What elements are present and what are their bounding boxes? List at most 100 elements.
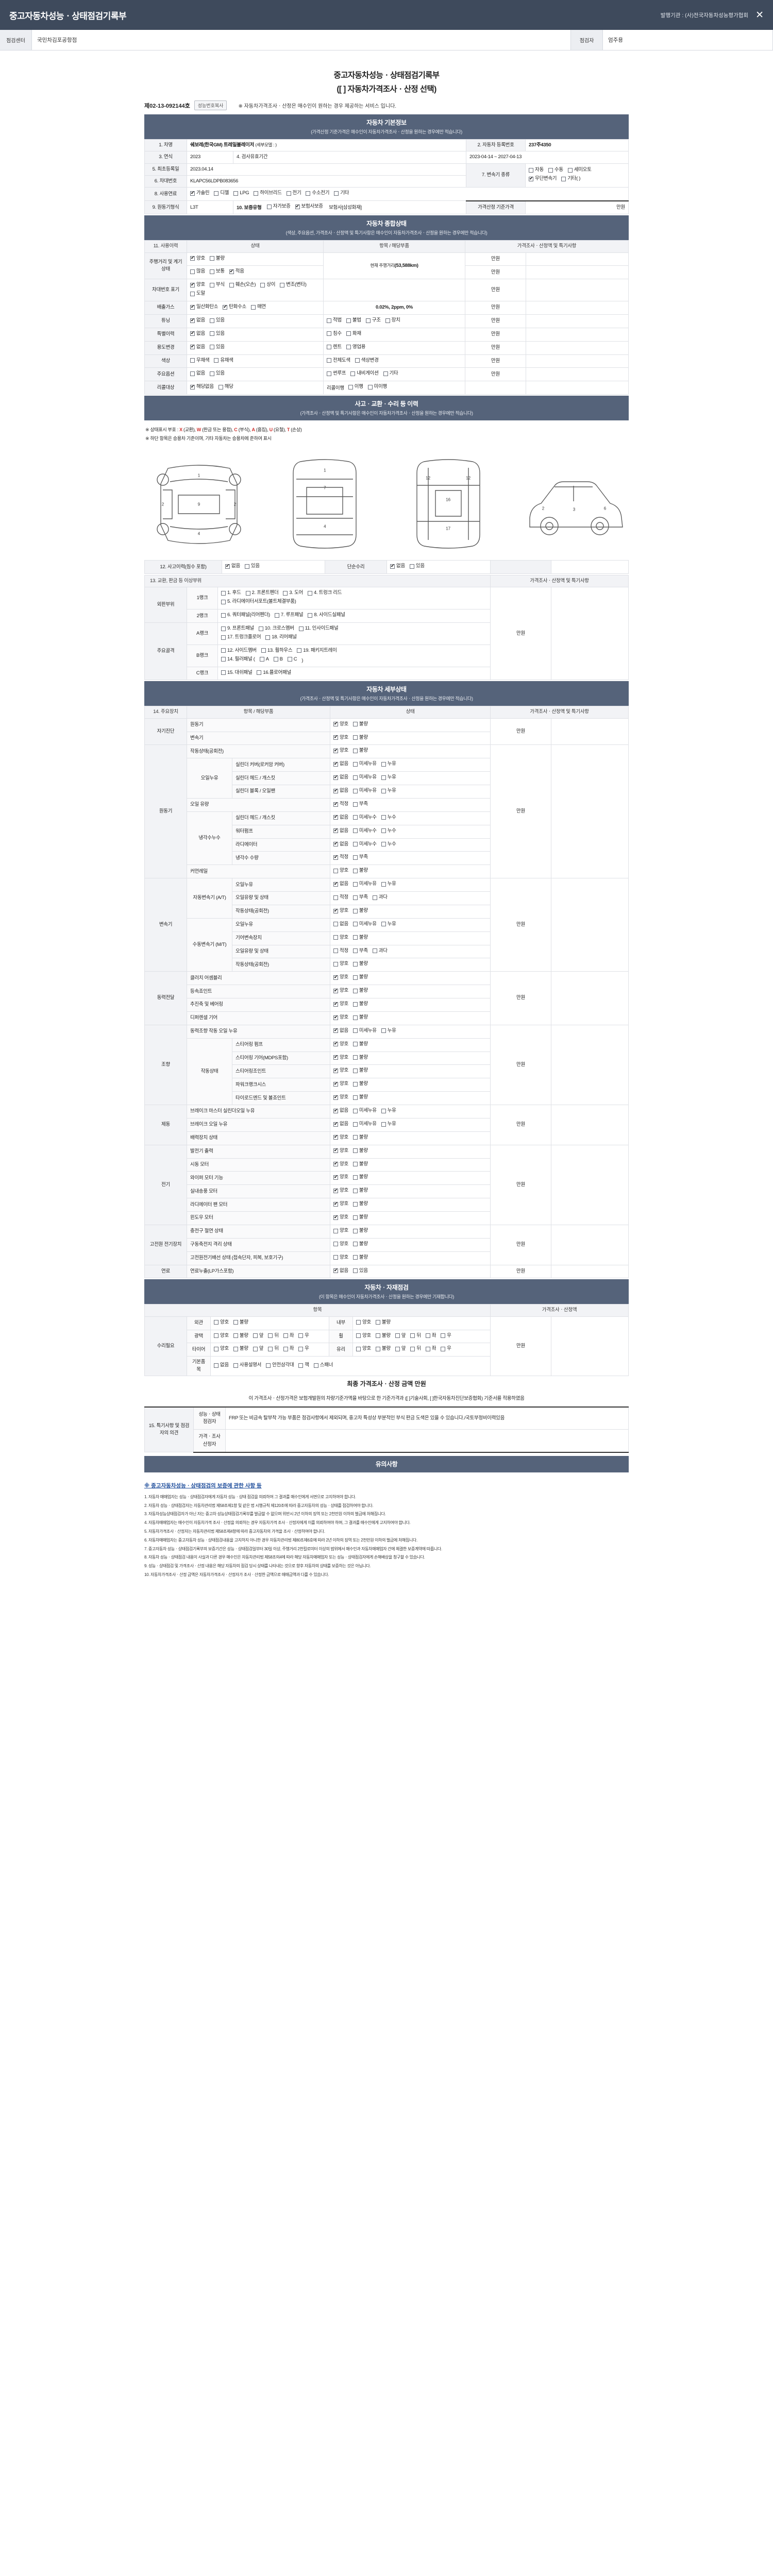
detail-state-option[interactable]: 불량 — [352, 960, 368, 968]
overall-price[interactable] — [526, 279, 629, 301]
damage-price[interactable] — [551, 587, 629, 681]
checkbox-icon[interactable] — [308, 613, 313, 618]
checkbox-icon[interactable] — [333, 774, 339, 780]
overall-state-option[interactable]: 무채색 — [190, 357, 210, 364]
detail-state-option[interactable]: 양호 — [333, 1187, 348, 1194]
detail-state-cell[interactable]: 없음 미세누수 누수 — [330, 824, 491, 839]
pillar-sub-option[interactable]: A — [259, 656, 269, 663]
checkbox-icon[interactable] — [352, 855, 358, 860]
checkbox-icon[interactable] — [352, 935, 358, 940]
overall-price[interactable] — [526, 252, 629, 266]
detail-state-option[interactable]: 양호 — [333, 987, 348, 994]
checkbox-icon[interactable] — [395, 1333, 400, 1338]
detail-state-option[interactable]: 없음 — [333, 1107, 348, 1114]
detail-state-option[interactable]: 양호 — [333, 960, 348, 968]
overall-state-cell[interactable]: 없음 있음 — [187, 314, 324, 328]
detail-state-option[interactable]: 누유 — [381, 787, 396, 794]
overall-item-option[interactable]: 적법 — [327, 317, 342, 324]
checkbox-icon[interactable] — [214, 1363, 219, 1368]
damage-part-option[interactable]: 4. 트렁크 리드 — [307, 589, 342, 597]
detail-state-option[interactable]: 양호 — [333, 1134, 348, 1141]
checkbox-icon[interactable] — [333, 1188, 339, 1193]
detail-state-option[interactable]: 누수 — [381, 814, 396, 821]
spare-pos2-option[interactable]: 뒤 — [410, 1345, 421, 1352]
spare-right-option[interactable]: 양호 — [356, 1332, 371, 1340]
spare-price[interactable] — [551, 1316, 629, 1376]
overall-state-option[interactable]: 훼손(오손) — [229, 281, 256, 289]
checkbox-icon[interactable] — [221, 635, 226, 640]
checkbox-icon[interactable] — [356, 1347, 361, 1352]
detail-state-option[interactable]: 양호 — [333, 721, 348, 728]
overall-item-cell[interactable]: 썬루프 내비게이션 기타 — [323, 367, 465, 382]
detail-price[interactable] — [551, 971, 629, 1025]
checkbox-icon[interactable] — [333, 895, 339, 900]
detail-state-cell[interactable]: 양호 불량 — [330, 904, 491, 919]
detail-state-option[interactable]: 누유 — [381, 760, 396, 768]
overall-price[interactable] — [526, 314, 629, 328]
fuel-option[interactable]: 하이브리드 — [254, 190, 282, 197]
detail-state-option[interactable]: 양호 — [333, 1174, 348, 1181]
checkbox-icon[interactable] — [352, 761, 358, 767]
detail-state-cell[interactable]: 적정 부족 과다 — [330, 891, 491, 905]
checkbox-icon[interactable] — [333, 1121, 339, 1127]
detail-state-option[interactable]: 누유 — [381, 1107, 396, 1114]
spare-right-option[interactable]: 불량 — [375, 1345, 391, 1352]
overall-state-option[interactable]: 변조(변타) — [280, 281, 307, 289]
checkbox-icon[interactable] — [356, 1320, 361, 1325]
damage-part-option[interactable]: 19. 패키지트레이 — [297, 647, 337, 654]
checkbox-icon[interactable] — [375, 1333, 380, 1338]
overall-item-option[interactable]: 전체도색 — [327, 357, 350, 364]
checkbox-icon[interactable] — [425, 1333, 430, 1338]
detail-state-option[interactable]: 불량 — [352, 1147, 368, 1155]
detail-state-option[interactable]: 미세누수 — [352, 841, 377, 848]
checkbox-icon[interactable] — [352, 1228, 358, 1233]
damage-part-option[interactable]: 12. 사이드멤버 — [221, 647, 257, 654]
checkbox-icon[interactable] — [327, 358, 331, 363]
overall-state-option[interactable]: 보통 — [209, 268, 225, 275]
checkbox-icon[interactable] — [268, 1347, 273, 1352]
detail-state-option[interactable]: 없음 — [333, 827, 348, 835]
spare-pos-option[interactable]: 앞 — [253, 1345, 264, 1352]
overall-state-option[interactable]: 적음 — [229, 268, 244, 275]
damage-part-option[interactable]: 14. 필러패널 ( — [221, 656, 255, 663]
checkbox-icon[interactable] — [245, 591, 250, 596]
overall-state-option[interactable]: 없음 — [190, 330, 205, 337]
checkbox-icon[interactable] — [313, 1363, 318, 1368]
checkbox-icon[interactable] — [221, 657, 226, 662]
overall-price[interactable] — [526, 327, 629, 342]
spare-pos-option[interactable]: 좌 — [283, 1332, 294, 1340]
checkbox-icon[interactable] — [333, 974, 339, 980]
detail-state-option[interactable]: 없음 — [333, 880, 348, 888]
damage-part-option[interactable]: 10. 크로스멤버 — [258, 625, 294, 632]
checkbox-icon[interactable] — [410, 1347, 415, 1352]
checkbox-icon[interactable] — [529, 168, 533, 173]
simple-repair-options[interactable]: 없음 있음 — [386, 560, 491, 574]
detail-state-option[interactable]: 있음 — [352, 1267, 368, 1275]
overall-item-option[interactable]: 렌트 — [327, 344, 342, 351]
detail-state-option[interactable]: 불량 — [352, 1080, 368, 1088]
checkbox-icon[interactable] — [333, 962, 339, 967]
checkbox-icon[interactable] — [333, 1242, 339, 1247]
checkbox-icon[interactable] — [346, 345, 351, 350]
detail-state-option[interactable]: 누수 — [381, 827, 396, 835]
checkbox-icon[interactable] — [333, 881, 339, 887]
checkbox-icon[interactable] — [214, 191, 219, 196]
pillar-sub-option[interactable]: C — [287, 656, 297, 663]
detail-state-option[interactable]: 양호 — [333, 1054, 348, 1061]
spare-basic-option[interactable]: 스패너 — [313, 1362, 333, 1369]
checkbox-icon[interactable] — [253, 1333, 258, 1338]
checkbox-icon[interactable] — [441, 1347, 446, 1352]
overall-state-option[interactable]: 부식 — [209, 281, 225, 289]
overall-item-option[interactable]: 불법 — [346, 317, 361, 324]
overall-state-cell[interactable]: 없음 있음 — [187, 341, 324, 355]
checkbox-icon[interactable] — [352, 1148, 358, 1154]
checkbox-icon[interactable] — [381, 1108, 386, 1113]
spare-pos2-option[interactable]: 앞 — [395, 1332, 406, 1340]
checkbox-icon[interactable] — [333, 721, 339, 727]
detail-price[interactable] — [551, 718, 629, 745]
checkbox-icon[interactable] — [381, 788, 386, 793]
fuel-option[interactable]: 수소전기 — [306, 190, 329, 197]
damage-part-option[interactable]: 18. 리어패널 — [265, 634, 297, 641]
damage-part-option[interactable]: 11. 인사이드패널 — [298, 625, 339, 632]
checkbox-icon[interactable] — [214, 358, 219, 363]
